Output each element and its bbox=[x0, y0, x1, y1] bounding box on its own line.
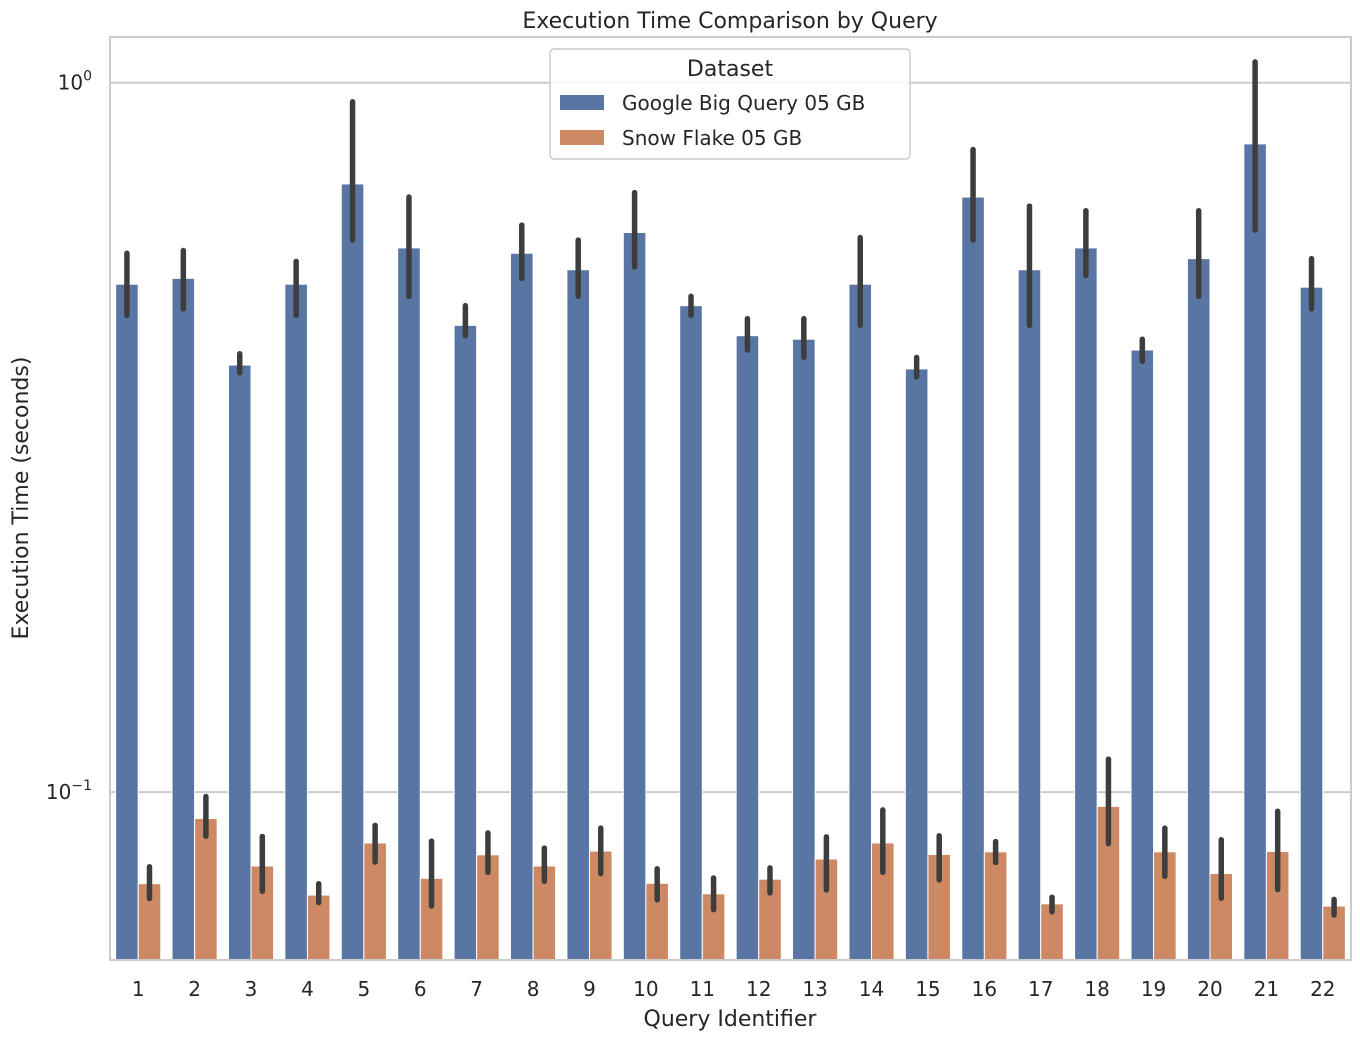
x-tick-label: 20 bbox=[1197, 977, 1222, 1001]
legend-box bbox=[549, 48, 911, 160]
y-tick-base: 10 bbox=[58, 71, 83, 95]
x-axis-label: Query Identifier bbox=[644, 1007, 818, 1032]
y-tick-base: 10 bbox=[46, 780, 71, 804]
x-tick-label: 6 bbox=[414, 977, 427, 1001]
x-tick-label: 4 bbox=[301, 977, 314, 1001]
x-tick-label: 13 bbox=[802, 977, 827, 1001]
x-tick-label: 3 bbox=[245, 977, 258, 1001]
bar-series-1 bbox=[622, 232, 647, 961]
y-tick-label: 10−1 bbox=[46, 778, 92, 804]
bar-series-1 bbox=[1130, 349, 1155, 961]
legend: Dataset Google Big Query 05 GB Snow Flak… bbox=[549, 48, 911, 160]
bars bbox=[115, 143, 1346, 961]
bar-series-1 bbox=[510, 252, 534, 961]
x-tick-label: 17 bbox=[1028, 977, 1053, 1001]
legend-label-google: Google Big Query 05 GB bbox=[622, 91, 865, 115]
x-tick-label: 2 bbox=[188, 977, 201, 1001]
x-tick-label: 7 bbox=[470, 977, 483, 1001]
bar-series-1 bbox=[1243, 143, 1267, 961]
x-tick-label: 14 bbox=[859, 977, 884, 1001]
x-tick-label: 12 bbox=[746, 977, 771, 1001]
x-tick-label: 21 bbox=[1254, 977, 1279, 1001]
error-bars bbox=[124, 59, 1337, 918]
bar-series-1 bbox=[171, 277, 196, 961]
x-tick-label: 19 bbox=[1141, 977, 1166, 1001]
bar-series-1 bbox=[227, 364, 252, 961]
bar-series-1 bbox=[1017, 269, 1042, 961]
y-axis-label: Execution Time (seconds) bbox=[9, 357, 34, 640]
bar-series-1 bbox=[1299, 286, 1324, 961]
x-tick-label: 22 bbox=[1310, 977, 1335, 1001]
x-tick-label: 18 bbox=[1084, 977, 1109, 1001]
bar-series-1 bbox=[284, 283, 308, 961]
bar-series-1 bbox=[566, 269, 590, 961]
legend-swatch-snowflake bbox=[560, 130, 604, 145]
x-tick-labels: 1 2 3 4 5 6 7 8 9 10 11 12 13 14 15 16 17 18 19 20 21 22 bbox=[132, 977, 1336, 1001]
x-tick-label: 11 bbox=[690, 977, 715, 1001]
y-tick-exponent: 0 bbox=[83, 69, 92, 85]
bar-series-1 bbox=[735, 335, 760, 961]
bar-series-1 bbox=[1186, 258, 1211, 961]
bar-series-1 bbox=[453, 324, 478, 961]
bar-series-1 bbox=[904, 368, 929, 961]
bar-series-1 bbox=[340, 183, 365, 961]
legend-swatch-google bbox=[560, 95, 604, 110]
bar-series-2 bbox=[983, 851, 1008, 961]
x-tick-label: 1 bbox=[132, 977, 145, 1001]
plot-frame bbox=[109, 36, 1352, 961]
x-tick-label: 15 bbox=[915, 977, 940, 1001]
x-tick-label: 10 bbox=[633, 977, 658, 1001]
bar-series-2 bbox=[194, 818, 218, 961]
chart-title: Execution Time Comparison by Query bbox=[522, 9, 937, 34]
y-tick-label: 100 bbox=[58, 69, 92, 95]
bar-series-1 bbox=[679, 305, 703, 961]
bar-series-1 bbox=[1074, 247, 1098, 961]
bar-series-1 bbox=[792, 338, 816, 961]
bar-series-1 bbox=[848, 283, 873, 961]
x-tick-label: 9 bbox=[583, 977, 596, 1001]
x-tick-label: 8 bbox=[527, 977, 540, 1001]
x-tick-label: 5 bbox=[357, 977, 370, 1001]
bar-series-1 bbox=[115, 283, 139, 961]
x-tick-label: 16 bbox=[972, 977, 997, 1001]
bar-series-1 bbox=[397, 247, 421, 961]
bar-series-1 bbox=[961, 196, 985, 961]
y-tick-exponent: −1 bbox=[71, 778, 92, 794]
legend-title: Dataset bbox=[687, 57, 774, 82]
legend-label-snowflake: Snow Flake 05 GB bbox=[622, 126, 802, 150]
